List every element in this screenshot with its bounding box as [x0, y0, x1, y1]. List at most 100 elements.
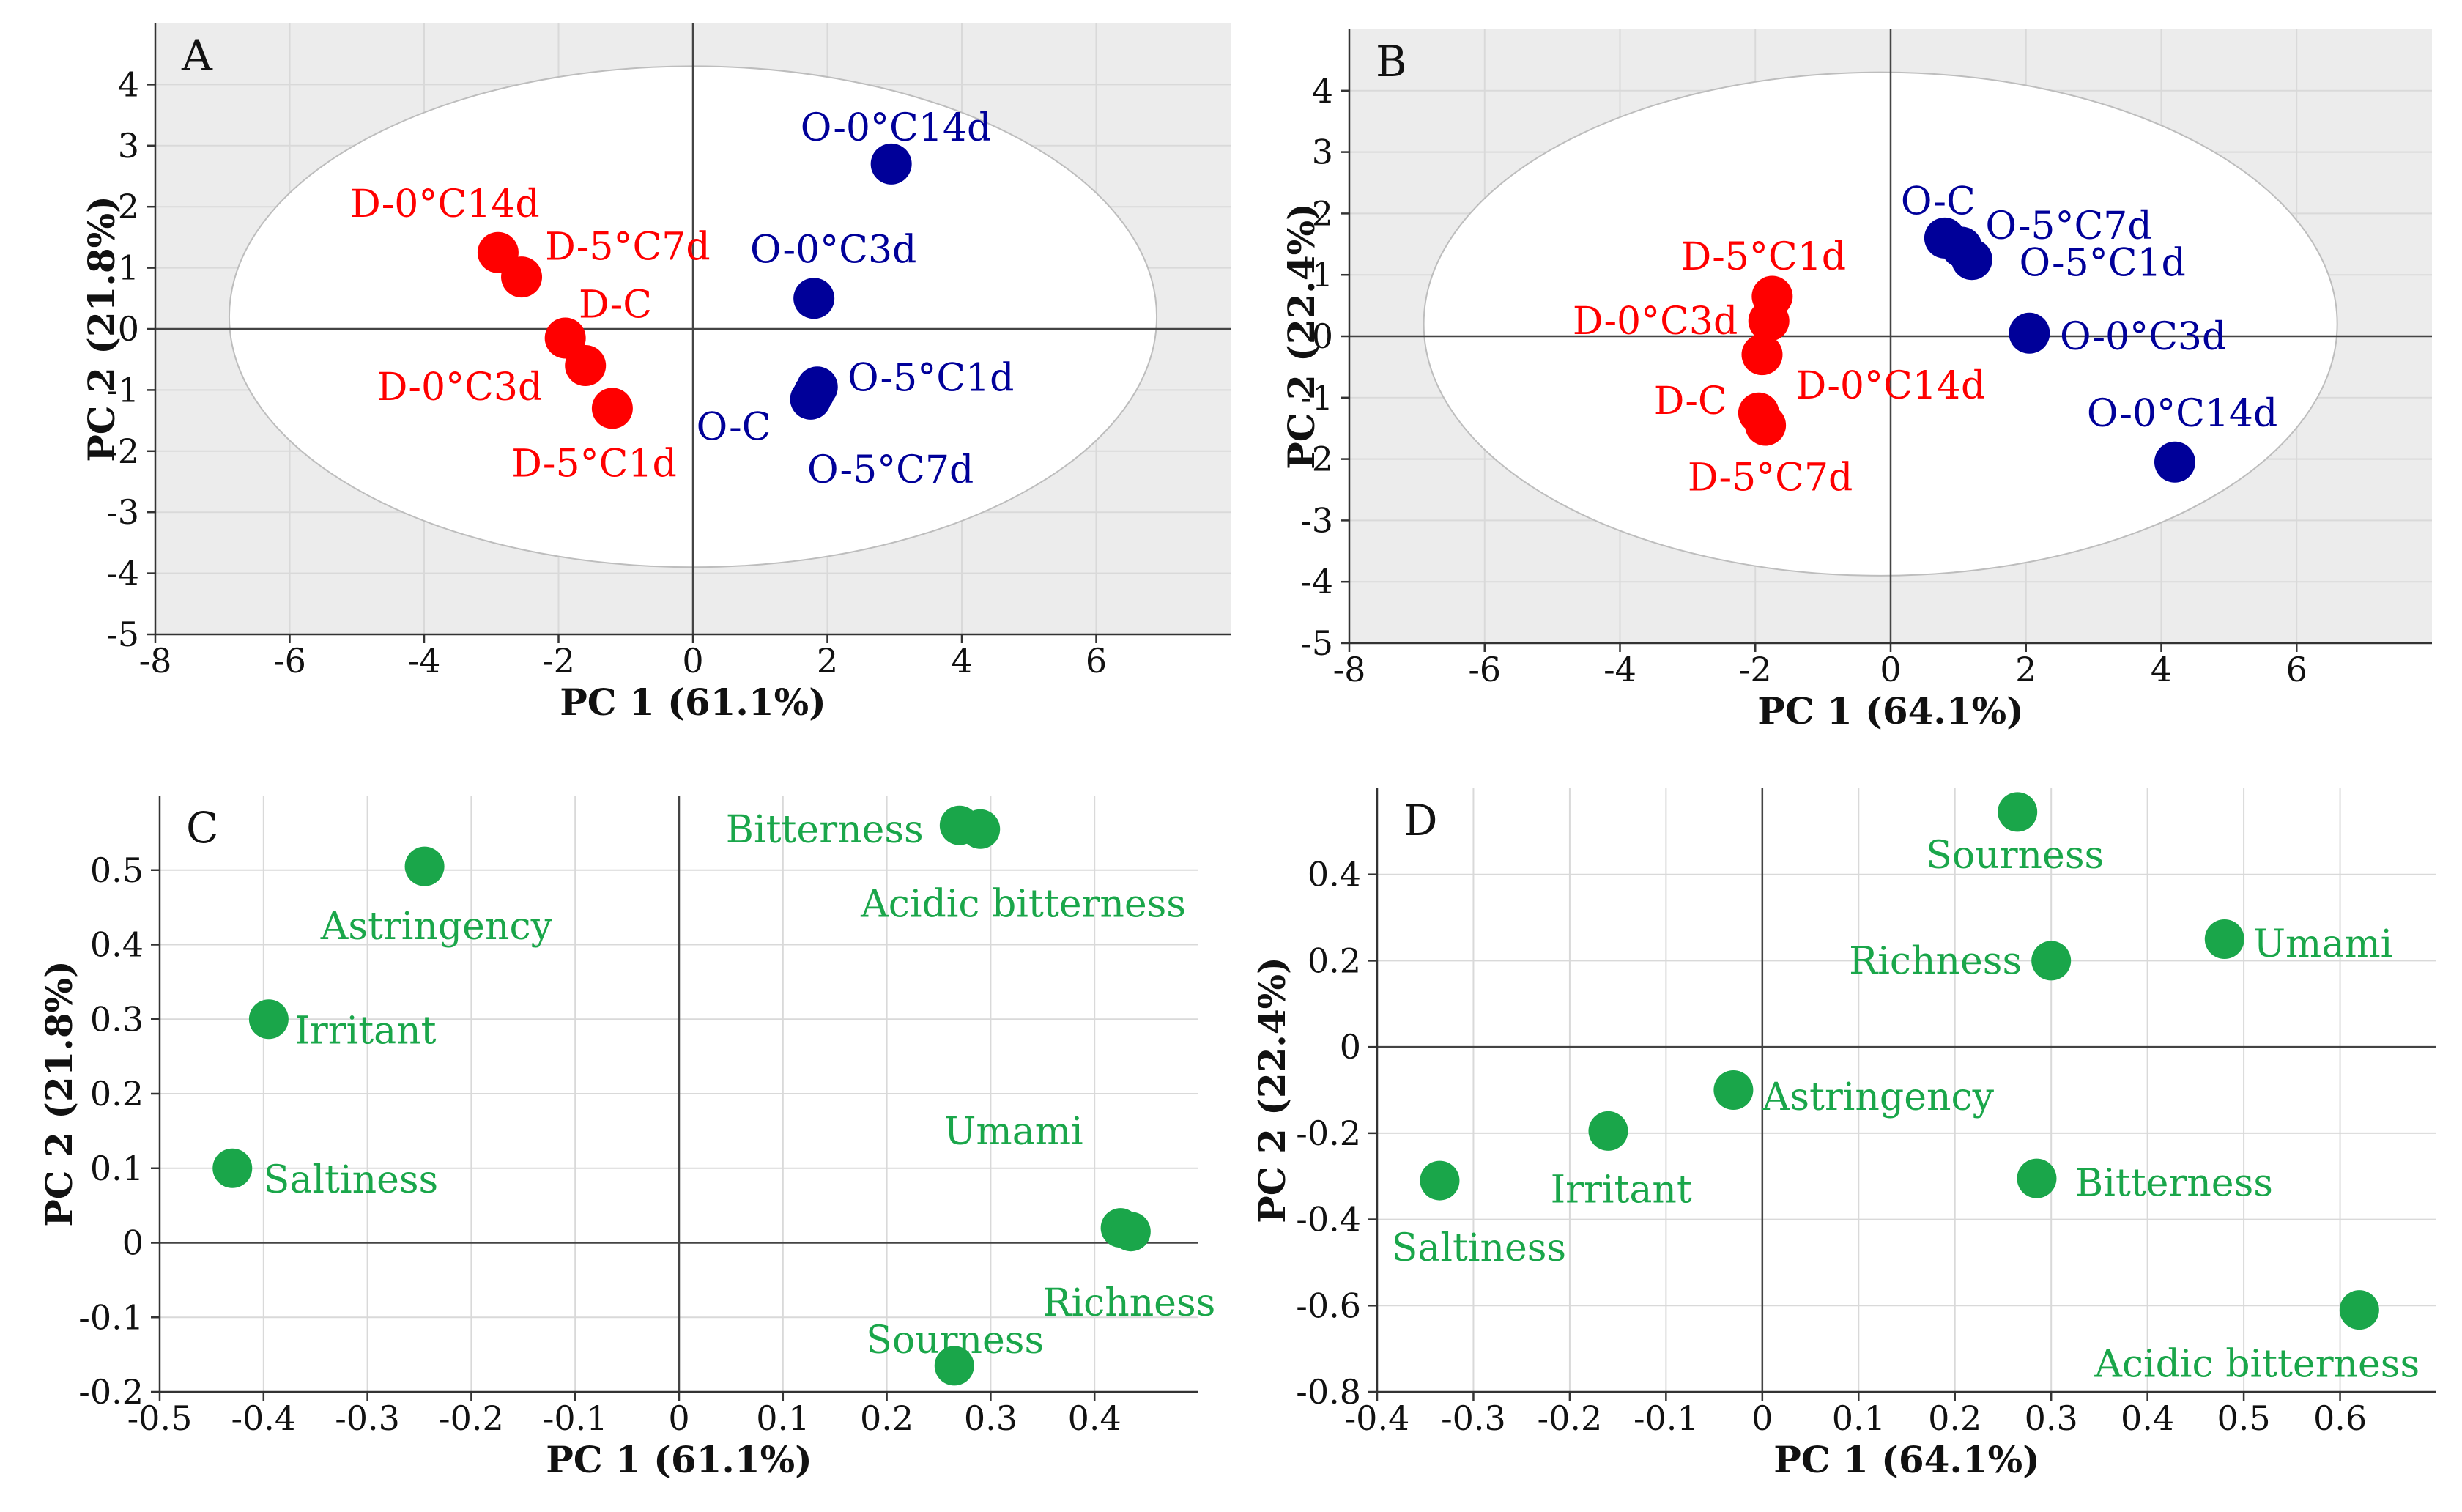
y-tick-label: 0.4: [1308, 855, 1361, 894]
x-tick-label: 2: [817, 641, 838, 681]
point-label: O-5°C7d: [1985, 204, 2151, 248]
point-label: Acidic bitterness: [860, 883, 1186, 927]
y-tick-label: -0.1: [78, 1297, 144, 1337]
x-tick-label: 0: [682, 641, 703, 681]
data-point: [870, 143, 912, 185]
panel-letter: A: [181, 31, 213, 81]
point-label: Irritant: [1551, 1168, 1692, 1212]
data-point: [1111, 1212, 1151, 1252]
point-label: Saltiness: [264, 1158, 438, 1202]
y-tick-label: 2: [118, 187, 139, 226]
y-tick-label: 3: [118, 126, 139, 166]
x-tick-label: 0.6: [2313, 1398, 2367, 1438]
y-tick-label: -0.8: [1296, 1372, 1361, 1412]
point-label: D-5°C7d: [545, 225, 710, 269]
data-point: [565, 345, 607, 387]
point-label: Irritant: [294, 1009, 436, 1053]
x-tick-label: 2: [2015, 650, 2036, 689]
x-tick-label: 0.2: [860, 1398, 913, 1438]
point-label: D-0°C3d: [377, 366, 542, 410]
x-tick-label: -0.2: [1538, 1398, 1603, 1438]
data-point: [501, 256, 543, 298]
point-label: D-0°C14d: [350, 182, 540, 226]
x-tick-label: 4: [2151, 650, 2172, 689]
point-label: Acidic bitterness: [2094, 1343, 2420, 1387]
point-label: D-5°C1d: [1681, 235, 1846, 279]
confidence-ellipse: [1423, 71, 2338, 577]
panel-b-pca-scores: -8 -6 -4 -2 0 2 4 6 -5 -4 -3 -2 -1 0 1 2 3 4 B PC 1 (64.1%)…: [1280, 29, 2432, 733]
point-label: O-C: [1901, 180, 1976, 224]
y-tick-label: -2: [106, 431, 139, 471]
point-label: D-5°C7d: [1688, 456, 1853, 500]
point-label: O-0°C3d: [750, 229, 916, 273]
panel-letter: B: [1376, 37, 1407, 86]
x-tick-label: 0: [668, 1398, 689, 1438]
y-tick-label: 3: [1312, 133, 1333, 172]
data-point: [2154, 441, 2195, 483]
y-tick-label: -5: [1300, 623, 1333, 663]
point-label: O-5°C1d: [848, 357, 1014, 401]
point-label: Umami: [944, 1110, 1083, 1154]
x-axis-title: PC 1 (64.1%): [1757, 689, 2024, 733]
x-axis-title: PC 1 (61.1%): [560, 681, 826, 724]
x-tick-label: -0.2: [439, 1398, 504, 1438]
panel-letter: D: [1404, 796, 1438, 845]
panel-letter: C: [186, 803, 218, 853]
point-label: Astringency: [1762, 1075, 1995, 1119]
point-label: Umami: [2253, 922, 2392, 966]
point-label: Bitterness: [2075, 1162, 2273, 1206]
point-label: Sourness: [1926, 834, 2104, 878]
y-tick-label: -4: [106, 554, 139, 593]
x-tick-label: -4: [408, 641, 441, 681]
x-tick-label: 6: [1086, 641, 1107, 681]
y-tick-label: -4: [1300, 562, 1333, 601]
y-tick-label: 0: [118, 309, 139, 349]
x-tick-label: 0.5: [2217, 1398, 2271, 1438]
x-tick-label: -8: [1333, 650, 1366, 689]
x-tick-label: 0.4: [1068, 1398, 1121, 1438]
y-tick-label: 0: [1340, 1027, 1361, 1067]
data-point: [934, 1346, 974, 1386]
x-tick-label: -0.4: [231, 1398, 296, 1438]
data-point: [2204, 919, 2244, 959]
point-label: Saltiness: [1392, 1226, 1566, 1270]
data-point: [2031, 941, 2072, 981]
y-axis-title: PC 2 (22.4%): [1280, 203, 1323, 470]
y-tick-label: 1: [118, 248, 139, 288]
point-label: O-0°C14d: [801, 106, 991, 150]
point-label: D-5°C1d: [511, 442, 676, 486]
x-tick-label: 0.3: [2025, 1398, 2078, 1438]
x-tick-label: -0.5: [127, 1398, 193, 1438]
point-label: Richness: [1849, 939, 2022, 983]
y-tick-label: -3: [106, 492, 139, 532]
data-point: [2339, 1290, 2379, 1330]
y-tick-label: -2: [1300, 440, 1333, 479]
data-point: [793, 372, 835, 414]
data-point: [1420, 1160, 1460, 1201]
x-tick-label: -6: [1468, 650, 1501, 689]
point-label: O-5°C7d: [807, 448, 974, 492]
x-tick-label: -0.3: [335, 1398, 400, 1438]
y-tick-label: -0.2: [78, 1372, 144, 1412]
y-tick-label: -0.4: [1296, 1200, 1361, 1239]
x-tick-label: 0.4: [2121, 1398, 2174, 1438]
y-tick-label: -0.6: [1296, 1286, 1361, 1325]
y-axis-title: PC 2 (21.8%): [80, 196, 123, 462]
data-point: [212, 1148, 253, 1188]
x-axis-title: PC 1 (61.1%): [546, 1438, 812, 1481]
point-label: Astringency: [320, 905, 553, 949]
y-tick-label: -3: [1300, 500, 1333, 540]
x-tick-label: -0.3: [1441, 1398, 1506, 1438]
y-tick-label: 0.3: [90, 999, 144, 1039]
y-tick-label: 1: [1312, 255, 1333, 294]
y-tick-label: 4: [1312, 71, 1333, 111]
y-tick-label: 0.2: [1308, 941, 1361, 980]
x-tick-label: 0: [1751, 1398, 1773, 1438]
y-tick-label: 0.1: [90, 1149, 144, 1188]
point-label: Bitterness: [726, 808, 924, 852]
y-tick-label: -1: [106, 370, 139, 410]
data-point: [793, 278, 835, 319]
y-tick-label: 4: [118, 64, 139, 104]
y-axis-title: PC 2 (22.4%): [1250, 957, 1294, 1223]
data-point: [1741, 334, 1783, 376]
